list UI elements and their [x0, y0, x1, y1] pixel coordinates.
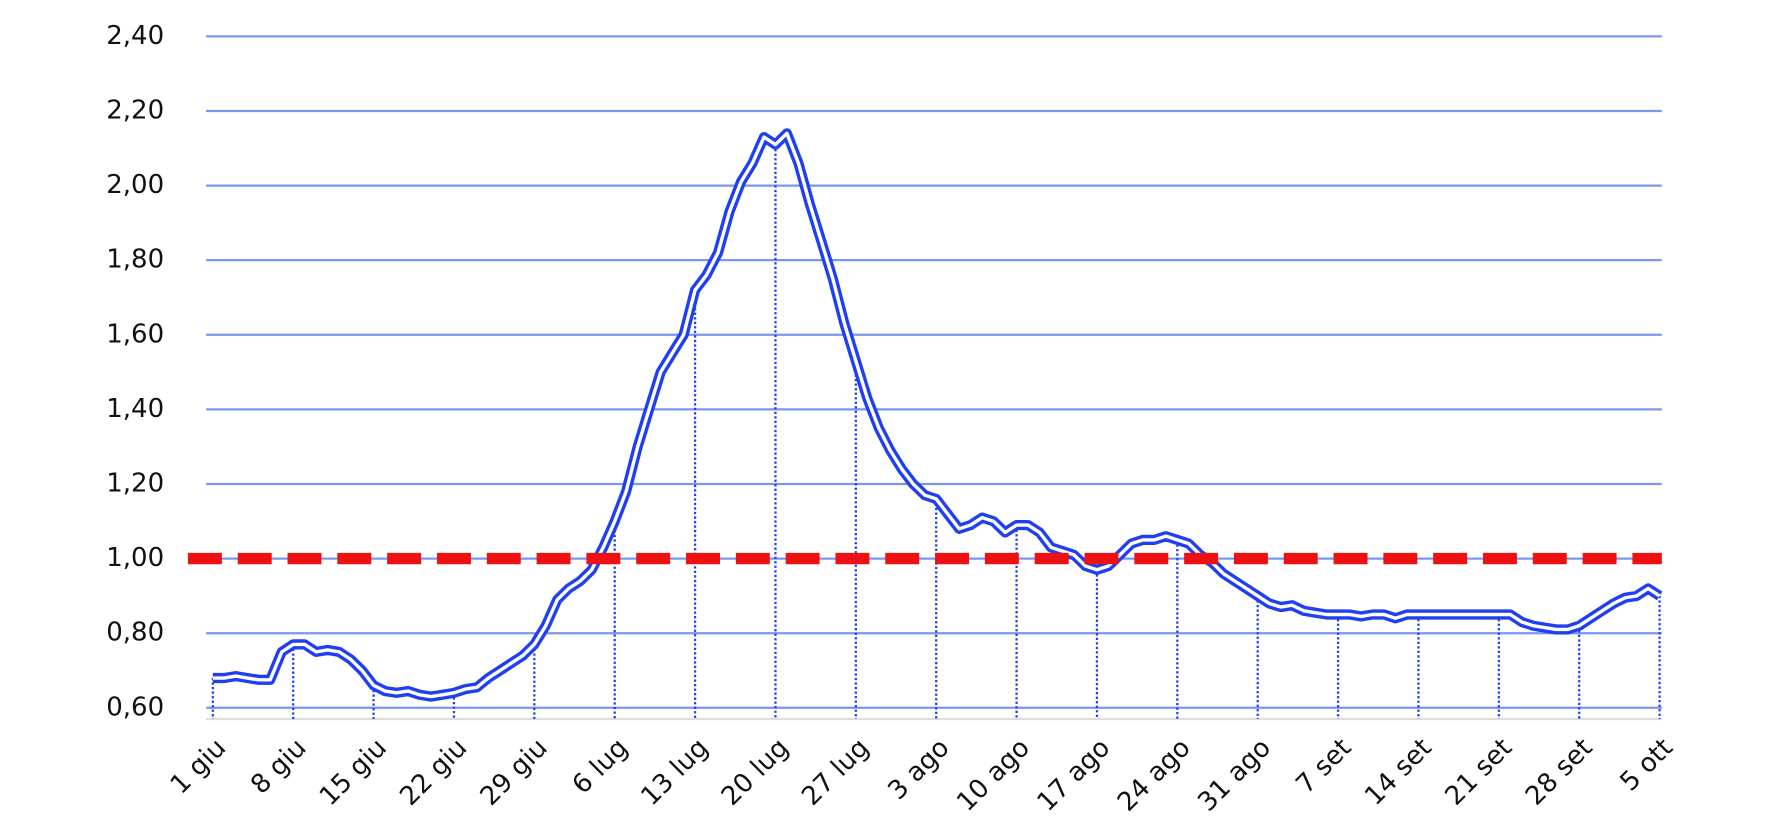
- y-tick-label: 0,60: [106, 692, 164, 722]
- y-tick-label: 1,20: [106, 468, 164, 498]
- x-tick-label: 24 ago: [1112, 733, 1197, 818]
- x-tick-label: 29 giu: [475, 733, 554, 812]
- x-tick-label: 8 giu: [245, 733, 312, 800]
- x-tick-label: 5 ott: [1614, 733, 1678, 797]
- y-tick-label: 2,00: [106, 170, 164, 200]
- x-tick-label: 31 ago: [1192, 733, 1277, 818]
- series-line: [212, 131, 1661, 699]
- y-tick-label: 2,20: [106, 95, 164, 125]
- x-tick-label: 28 set: [1520, 733, 1599, 812]
- x-tick-label: 7 set: [1291, 733, 1358, 800]
- x-tick-label: 3 ago: [883, 733, 956, 806]
- x-tick-label: 6 lug: [567, 733, 634, 800]
- y-tick-label: 1,40: [106, 394, 164, 424]
- y-tick-label: 1,80: [106, 245, 164, 275]
- x-tick-label: 1 giu: [165, 733, 232, 800]
- x-tick-label: 27 lug: [796, 733, 875, 812]
- y-tick-label: 2,40: [106, 21, 164, 51]
- y-tick-label: 1,00: [106, 543, 164, 573]
- y-tick-label: 0,80: [106, 618, 164, 648]
- y-tick-label: 1,60: [106, 319, 164, 349]
- x-tick-label: 14 set: [1359, 733, 1438, 812]
- x-tick-label: 13 lug: [635, 733, 714, 812]
- x-tick-label: 15 giu: [314, 733, 393, 812]
- x-tick-label: 17 ago: [1032, 733, 1117, 818]
- x-tick-label: 21 set: [1440, 733, 1519, 812]
- x-tick-label: 22 giu: [394, 733, 473, 812]
- x-tick-label: 10 ago: [951, 733, 1036, 818]
- x-tick-label: 20 lug: [716, 733, 795, 812]
- series-line-outline: [212, 128, 1663, 702]
